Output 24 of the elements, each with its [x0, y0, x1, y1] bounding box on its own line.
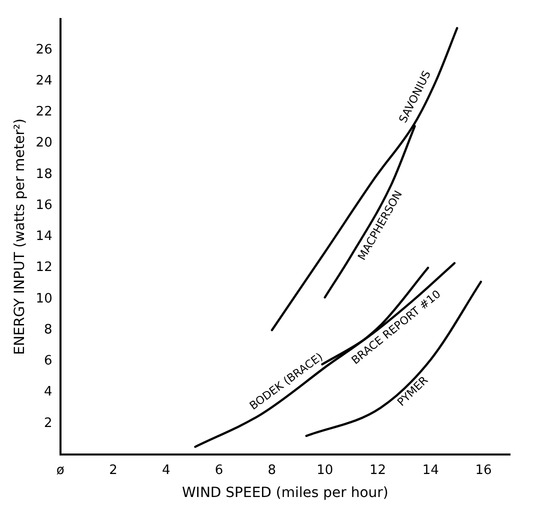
x-tick-label: 4 [162, 462, 170, 478]
x-axis-title: WIND SPEED (miles per hour) [182, 485, 388, 502]
y-tick-label: 18 [36, 166, 52, 182]
x-tick-label: 2 [109, 462, 118, 478]
x-tick-label: ø [56, 462, 64, 478]
y-tick-label: 2 [44, 416, 52, 431]
y-axis-title: ENERGY INPUT (watts per meter²) [12, 118, 28, 355]
y-tick-label: 10 [36, 291, 52, 306]
y-tick-label: 12 [36, 260, 52, 276]
x-tick-label: 14 [422, 462, 439, 478]
x-tick-label: 16 [475, 462, 492, 478]
y-tick-label: 24 [36, 73, 52, 88]
y-tick-label: 26 [36, 42, 52, 58]
x-tick-label: 6 [214, 462, 224, 478]
y-tick-label: 6 [44, 354, 52, 369]
x-tick-label: 10 [316, 462, 334, 478]
y-tick-label: 22 [36, 104, 52, 120]
y-tick-label: 20 [36, 136, 52, 151]
y-tick-label: 16 [36, 198, 52, 213]
y-tick-label: 14 [36, 229, 52, 244]
y-tick-label: 8 [44, 322, 52, 338]
x-tick-label: 12 [369, 462, 386, 478]
y-tick-label: 4 [44, 384, 52, 400]
x-tick-label: 8 [268, 462, 276, 478]
